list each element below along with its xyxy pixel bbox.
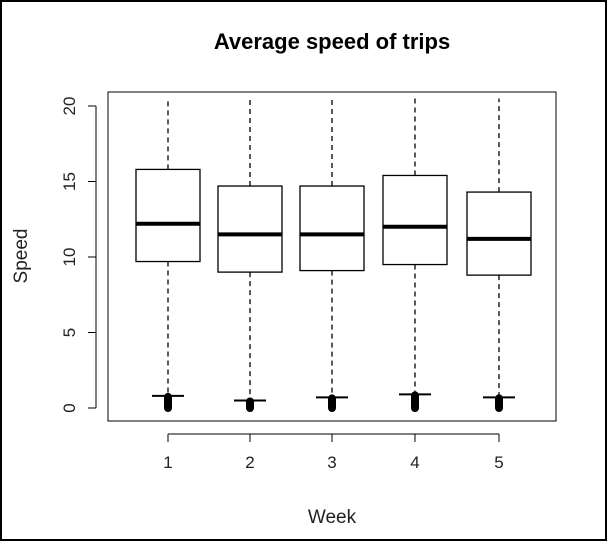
- y-axis-label: Speed: [11, 229, 32, 284]
- y-axis: 0 5 10 15 20: [60, 97, 97, 413]
- x-tick-label: 1: [163, 453, 172, 472]
- box-iqr: [466, 191, 532, 276]
- y-tick-label: 20: [60, 97, 79, 116]
- y-tick-label: 5: [60, 328, 79, 337]
- x-axis: 1 2 3 4 5: [163, 433, 504, 472]
- box-iqr: [382, 174, 448, 266]
- x-axis-label: Week: [308, 507, 357, 528]
- box-week-4: [382, 98, 448, 412]
- y-tick-label: 10: [60, 248, 79, 267]
- box-week-3: [299, 98, 365, 412]
- x-tick-label: 4: [410, 453, 419, 472]
- box-week-5: [466, 98, 532, 412]
- x-tick-label: 5: [494, 453, 503, 472]
- box-week-2: [217, 98, 283, 412]
- x-tick-label: 2: [245, 453, 254, 472]
- box-iqr: [299, 185, 365, 272]
- plot-area-border: [107, 91, 557, 422]
- box-week-1: [135, 98, 201, 412]
- box-iqr: [217, 185, 283, 273]
- box-iqr: [135, 168, 201, 263]
- y-tick-label: 0: [60, 403, 79, 412]
- x-tick-label: 3: [327, 453, 336, 472]
- y-tick-label: 15: [60, 172, 79, 191]
- chart-title: Average speed of trips: [214, 29, 450, 54]
- boxes-layer: [135, 98, 532, 412]
